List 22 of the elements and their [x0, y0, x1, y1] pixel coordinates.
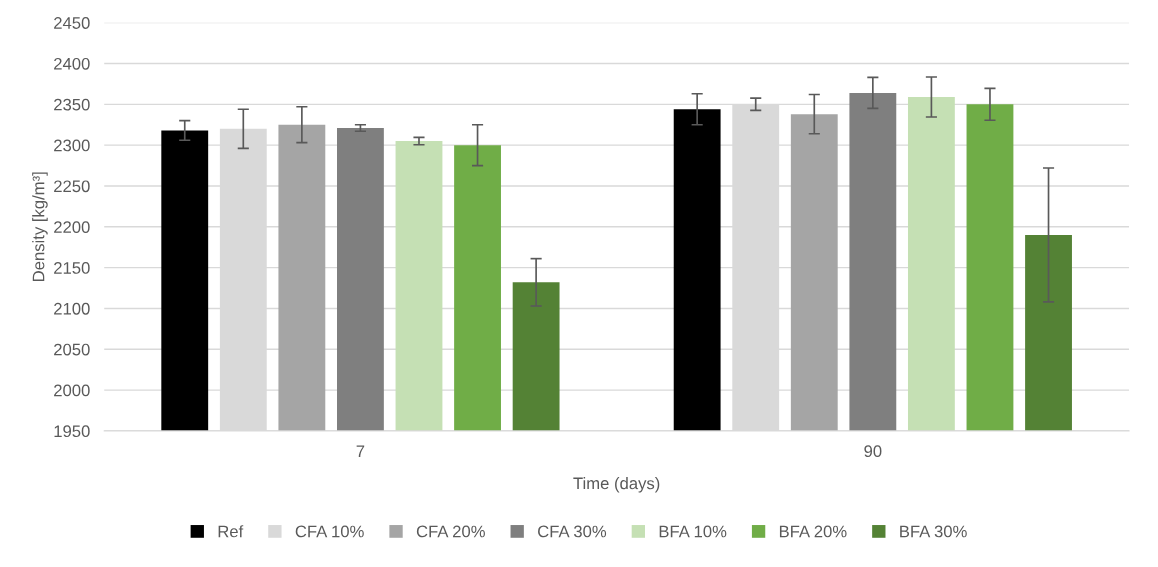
y-tick-label: 2200: [54, 221, 90, 233]
y-tick-label: 2300: [54, 139, 90, 152]
x-tick-label: 7: [356, 445, 365, 457]
y-tick-label: 1950: [54, 425, 90, 438]
legend-label: CFA 20%: [416, 525, 485, 538]
y-tick-label: 2050: [54, 343, 90, 356]
y-tick-label: 2450: [54, 17, 90, 29]
legend-label: BFA 20%: [779, 525, 847, 538]
y-tick-label: 2100: [54, 302, 90, 315]
x-axis-title: Time (days): [573, 477, 660, 493]
y-tick-label: 2250: [54, 180, 90, 193]
y-axis-title: Density [kg/m³]: [32, 172, 48, 281]
y-tick-label: 2150: [54, 262, 90, 274]
y-tick-label: 2000: [54, 384, 90, 397]
y-tick-label: 2400: [54, 57, 90, 70]
legend-label: BFA 30%: [900, 525, 967, 538]
y-tick-label: 2350: [54, 98, 90, 111]
legend-label: Ref: [218, 525, 244, 538]
x-tick-label: 90: [864, 445, 882, 458]
legend-label: CFA 10%: [295, 525, 364, 538]
legend-label: CFA 30%: [538, 525, 607, 538]
legend-label: BFA 10%: [659, 525, 727, 538]
